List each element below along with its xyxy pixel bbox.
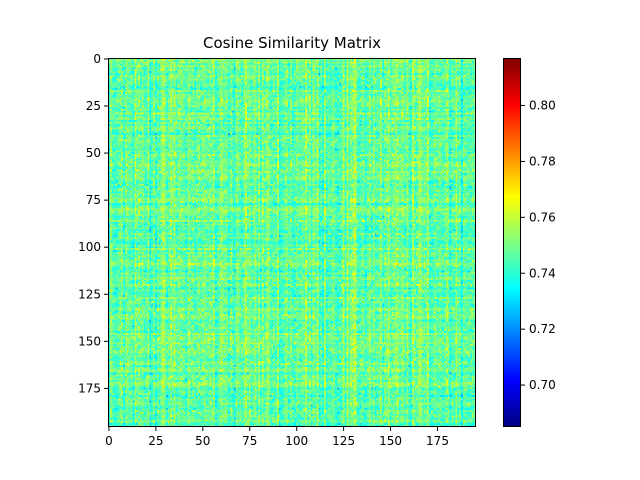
x-tick-label: 25 [148, 434, 163, 448]
heatmap-image [108, 58, 476, 427]
colorbar [503, 58, 521, 427]
y-tick-label: 100 [78, 240, 101, 254]
x-tick-label: 150 [379, 434, 402, 448]
y-tick-label: 125 [78, 287, 101, 301]
colorbar-tick-label: 0.78 [529, 154, 556, 168]
x-tick-label: 175 [426, 434, 449, 448]
x-tick-label: 100 [285, 434, 308, 448]
colorbar-tick-label: 0.70 [529, 378, 556, 392]
colorbar-tick-label: 0.76 [529, 210, 556, 224]
colorbar-tick-label: 0.74 [529, 266, 556, 280]
colorbar-tick-label: 0.80 [529, 99, 556, 113]
colorbar-frame [503, 58, 521, 427]
x-tick-label: 125 [332, 434, 355, 448]
y-tick-label: 50 [86, 146, 101, 160]
x-tick-label: 50 [195, 434, 210, 448]
y-tick-label: 0 [93, 52, 101, 66]
chart-title: Cosine Similarity Matrix [202, 34, 382, 52]
y-tick-label: 175 [78, 381, 101, 395]
y-axis-ticks: 0 25 50 75 100 125 150 175 [78, 52, 108, 395]
y-tick-label: 25 [86, 99, 101, 113]
colorbar-tick-label: 0.72 [529, 322, 556, 336]
colorbar-ticks: 0.70 0.72 0.74 0.76 0.78 0.80 [521, 99, 556, 392]
heatmap-frame [108, 58, 476, 427]
x-axis-ticks: 0 25 50 75 100 125 150 175 [105, 427, 449, 448]
x-tick-label: 75 [242, 434, 257, 448]
y-tick-label: 75 [86, 193, 101, 207]
x-tick-label: 0 [105, 434, 113, 448]
y-tick-label: 150 [78, 334, 101, 348]
